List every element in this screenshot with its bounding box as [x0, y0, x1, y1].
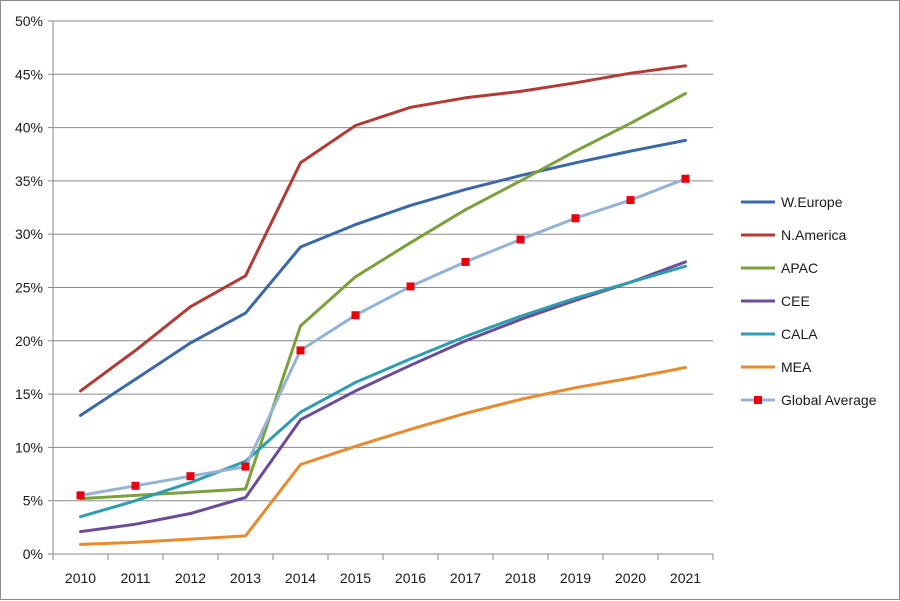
- data-point-marker: [186, 472, 195, 481]
- series-lines: [79, 64, 687, 546]
- x-tick-label: 2013: [230, 570, 261, 586]
- legend-item: W.Europe: [741, 194, 843, 210]
- y-tick-label: 5%: [23, 493, 43, 509]
- x-tick-label: 2021: [670, 570, 701, 586]
- data-point-marker: [351, 311, 360, 320]
- x-tick-label: 2012: [175, 570, 206, 586]
- legend-label: CEE: [781, 293, 810, 309]
- x-tick-label: 2010: [65, 570, 96, 586]
- data-point-marker: [296, 346, 305, 355]
- series-line-w-europe: [79, 138, 687, 417]
- legend-item: CEE: [741, 293, 810, 309]
- y-tick-label: 0%: [23, 546, 43, 562]
- data-point-marker: [131, 481, 140, 490]
- series-line-n-america: [79, 64, 687, 393]
- y-tick-label: 25%: [15, 280, 43, 296]
- data-point-marker: [681, 174, 690, 183]
- y-tick-label: 35%: [15, 173, 43, 189]
- data-point-marker: [516, 235, 525, 244]
- y-tick-label: 10%: [15, 439, 43, 455]
- x-tick-label: 2019: [560, 570, 591, 586]
- legend-item: N.America: [741, 227, 847, 243]
- series-line-mea: [79, 366, 687, 546]
- data-point-marker: [461, 257, 470, 266]
- x-tick-label: 2020: [615, 570, 646, 586]
- legend-item: CALA: [741, 326, 818, 342]
- series-line-cala: [79, 264, 687, 519]
- y-tick-label: 20%: [15, 333, 43, 349]
- x-tick-label: 2015: [340, 570, 371, 586]
- series-line-global-average: [79, 177, 687, 497]
- legend: W.Europe N.America APAC CEE CALA MEA Global Av…: [741, 194, 877, 408]
- series-line-cee: [79, 260, 687, 534]
- y-tick-label: 45%: [15, 66, 43, 82]
- legend-label: Global Average: [781, 392, 877, 408]
- legend-label: W.Europe: [781, 194, 843, 210]
- y-tick-label: 40%: [15, 120, 43, 136]
- legend-label: MEA: [781, 359, 812, 375]
- x-tick-label: 2018: [505, 570, 536, 586]
- legend-item: Global Average: [741, 392, 877, 408]
- gridlines: [53, 20, 713, 555]
- legend-item: APAC: [741, 260, 818, 276]
- y-tick-label: 30%: [15, 226, 43, 242]
- data-point-marker: [571, 214, 580, 223]
- data-point-marker: [241, 462, 250, 471]
- x-tick-label: 2016: [395, 570, 426, 586]
- data-point-marker: [76, 491, 85, 500]
- series-markers: [76, 174, 690, 500]
- series-line-apac: [79, 92, 687, 501]
- y-tick-label: 15%: [15, 386, 43, 402]
- x-tick-label: 2011: [120, 570, 150, 586]
- x-axis: 2010 2011 2012 2013 2014 2015 2016 2017 2018 2019…: [52, 553, 714, 586]
- y-axis: 0% 5% 10% 15% 20% 25% 30% 35% 40% 45% 50%: [15, 13, 54, 562]
- data-point-marker: [626, 196, 635, 205]
- legend-marker: [754, 396, 762, 404]
- legend-label: N.America: [781, 227, 847, 243]
- legend-item: MEA: [741, 359, 812, 375]
- x-tick-label: 2017: [450, 570, 481, 586]
- x-tick-label: 2014: [285, 570, 316, 586]
- legend-label: CALA: [781, 326, 818, 342]
- legend-label: APAC: [781, 260, 818, 276]
- data-point-marker: [406, 282, 415, 291]
- y-tick-label: 50%: [15, 13, 43, 29]
